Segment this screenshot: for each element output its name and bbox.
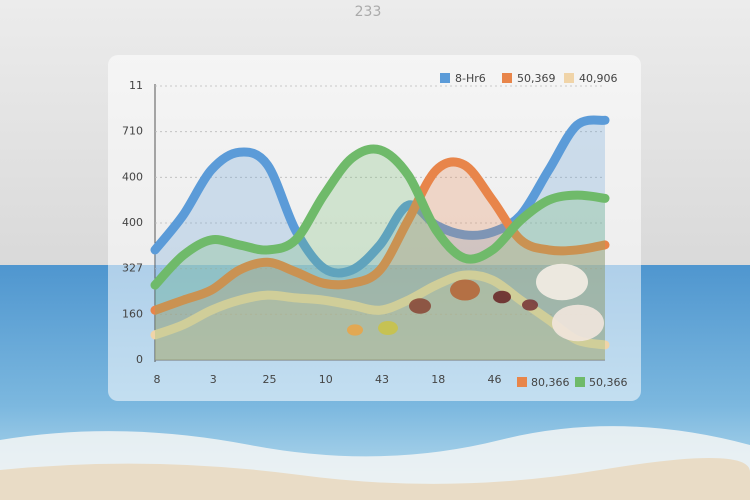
x-tick-label: 18 — [431, 373, 445, 386]
area — [155, 161, 605, 360]
x-tick-label: 10 — [319, 373, 333, 386]
chart-title: 233 — [355, 4, 382, 20]
line — [150, 115, 610, 278]
food-decoration — [450, 279, 480, 301]
legend-label: 8-Hr6 — [455, 72, 486, 85]
food-decoration — [522, 299, 538, 311]
sand — [0, 457, 750, 500]
legend-label: 80,366 — [531, 376, 570, 389]
food-decoration — [493, 290, 511, 304]
food-decoration — [409, 298, 431, 314]
y-tick-label: 400 — [122, 170, 143, 183]
y-tick-label: 160 — [122, 307, 143, 320]
line — [150, 157, 610, 315]
y-tick-label: 710 — [122, 125, 143, 138]
food-decoration — [347, 324, 363, 336]
food-decoration — [536, 263, 588, 301]
x-tick-label: 3 — [210, 373, 217, 386]
y-tick-label: 0 — [136, 353, 143, 366]
x-tick-label: 8 — [154, 373, 161, 386]
food-decoration — [552, 304, 604, 342]
x-tick-label: 43 — [375, 373, 389, 386]
legend-swatch — [564, 73, 574, 83]
area — [155, 148, 605, 360]
y-tick-label: 400 — [122, 216, 143, 229]
legend-swatch — [440, 73, 450, 83]
area — [155, 119, 605, 360]
legend-label: 50,366 — [589, 376, 628, 389]
x-tick-label: 25 — [263, 373, 277, 386]
legend-label: 40,906 — [579, 72, 618, 85]
legend-swatch — [517, 377, 527, 387]
line — [150, 144, 610, 290]
y-tick-label: 327 — [122, 262, 143, 275]
legend-label: 50,369 — [517, 72, 556, 85]
food-decoration — [378, 321, 398, 335]
legend-swatch — [575, 377, 585, 387]
y-tick-label: 11 — [129, 79, 143, 92]
x-tick-label: 46 — [488, 373, 502, 386]
legend-swatch — [502, 73, 512, 83]
